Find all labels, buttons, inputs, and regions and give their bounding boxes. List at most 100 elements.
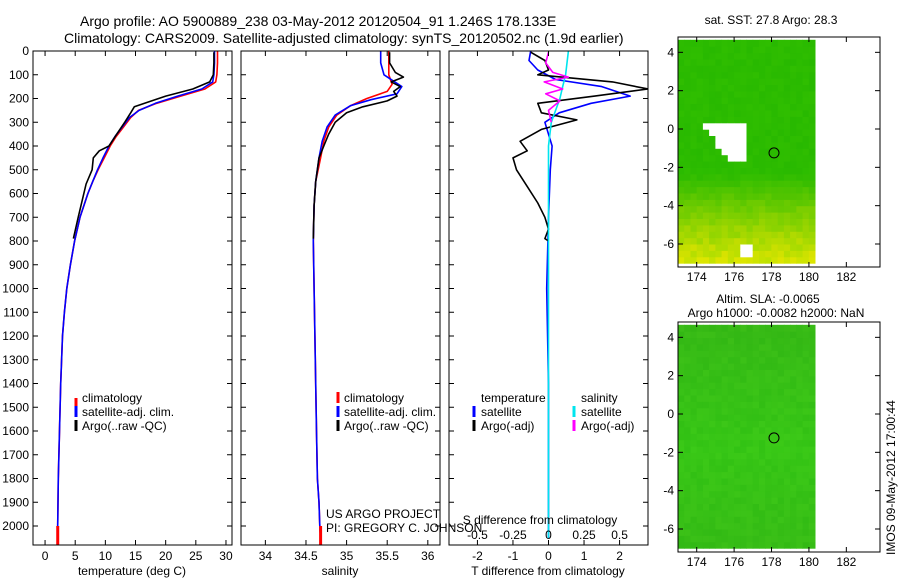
map-cell xyxy=(808,39,816,47)
map-cell xyxy=(790,129,797,136)
map-cell xyxy=(702,535,710,543)
map-cell xyxy=(740,382,747,390)
map-cell xyxy=(709,135,716,143)
map-cell xyxy=(808,237,816,245)
map-cell xyxy=(709,369,716,377)
map-cell xyxy=(678,509,685,517)
map-cell xyxy=(771,186,779,194)
map-cell xyxy=(802,331,810,339)
map-cell xyxy=(678,484,685,492)
map-cell xyxy=(734,84,741,92)
map-cell xyxy=(777,529,785,536)
map-cell xyxy=(746,135,754,143)
map-cell xyxy=(702,110,710,117)
map-cell xyxy=(702,401,710,409)
map-y-tick-label: -4 xyxy=(663,199,674,213)
map-cell xyxy=(678,433,685,441)
map-cell xyxy=(759,237,766,245)
map-cell xyxy=(790,244,797,251)
map-cell xyxy=(759,375,766,383)
map-cell xyxy=(802,375,810,383)
map-cell xyxy=(808,141,816,149)
legend-label-argo: Argo(..raw -QC) xyxy=(82,419,167,433)
map-cell xyxy=(783,103,791,111)
map-cell xyxy=(721,218,729,226)
map-cell xyxy=(690,237,698,245)
x-tick-label: 10 xyxy=(99,549,113,563)
map-cell xyxy=(702,231,710,239)
map-cell xyxy=(746,369,754,377)
map-cell xyxy=(752,452,760,460)
y-tick-label: 1200 xyxy=(2,329,29,343)
map-cell xyxy=(765,401,772,409)
credit-project: US ARGO PROJECT xyxy=(326,507,441,521)
map-cell xyxy=(771,484,779,492)
map-cell xyxy=(709,141,716,149)
map-cell xyxy=(796,180,803,188)
map-cell xyxy=(690,244,698,251)
map-cell xyxy=(690,141,698,149)
map-cell xyxy=(734,250,741,258)
map-cell xyxy=(715,193,723,200)
map-cell xyxy=(715,401,723,409)
x2-tick-label: 0.25 xyxy=(572,528,596,542)
map-cell xyxy=(777,231,785,239)
map-cell xyxy=(709,497,716,504)
map-cell xyxy=(690,231,698,239)
map-cell xyxy=(759,58,766,66)
map-cell xyxy=(808,363,816,370)
map-cell xyxy=(740,167,747,175)
map-cell xyxy=(777,103,785,111)
map-cell xyxy=(796,414,803,421)
map-cell xyxy=(783,167,791,175)
map-cell xyxy=(796,426,803,434)
map-cell xyxy=(715,186,723,194)
map-cell xyxy=(734,529,741,536)
map-cell xyxy=(808,244,816,251)
map-cell xyxy=(684,343,691,351)
map-cell xyxy=(752,167,760,175)
map-cell xyxy=(734,58,741,66)
map-cell xyxy=(771,256,779,264)
map-cell xyxy=(771,122,779,130)
map-cell xyxy=(752,401,760,409)
map-cell xyxy=(709,516,716,524)
map-cell xyxy=(734,516,741,524)
map-cell xyxy=(696,414,704,421)
map-cell xyxy=(734,161,741,168)
map-cell xyxy=(740,173,747,181)
map-cell xyxy=(702,212,710,219)
series-line-satellite xyxy=(528,51,632,538)
map-cell xyxy=(777,244,785,251)
map-cell xyxy=(684,205,691,213)
map-cell xyxy=(765,350,772,358)
map-cell xyxy=(802,541,810,549)
map-cell xyxy=(684,148,691,156)
map-cell xyxy=(734,122,741,130)
map-cell xyxy=(709,65,716,73)
map-cell xyxy=(790,433,797,441)
map-cell xyxy=(696,218,704,226)
timestamp-stamp: IMOS 09-May-2012 17:00:44 xyxy=(884,400,898,555)
map-cell xyxy=(727,212,735,219)
map-cell xyxy=(715,363,723,370)
map-cell xyxy=(796,407,803,415)
map-cell xyxy=(715,148,723,156)
map-cell xyxy=(696,522,704,530)
map-cell xyxy=(690,516,698,524)
map-cell xyxy=(808,375,816,383)
map-cell xyxy=(765,522,772,530)
map-cell xyxy=(734,388,741,396)
map-cell xyxy=(771,78,779,85)
map-cell xyxy=(759,78,766,85)
map-cell xyxy=(740,337,747,345)
map-cell xyxy=(709,478,716,485)
map-cell xyxy=(777,84,785,92)
map-cell xyxy=(796,46,803,54)
map-cell xyxy=(808,154,816,162)
map-cell xyxy=(715,161,723,168)
map-cell xyxy=(690,110,698,117)
map-cell xyxy=(771,369,779,377)
map-cell xyxy=(740,529,747,536)
map-cell xyxy=(740,478,747,485)
